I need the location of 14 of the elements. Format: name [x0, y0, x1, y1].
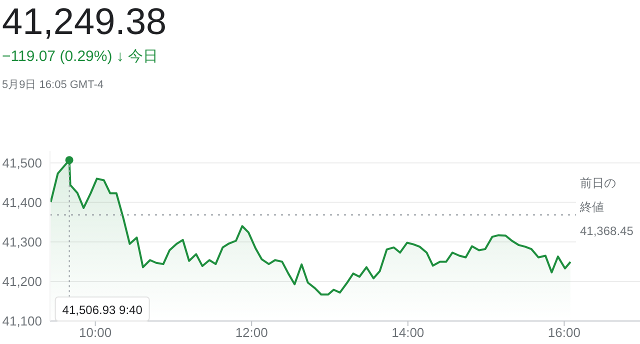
y-tick-label: 41,100 — [2, 314, 42, 329]
x-tick-label: 10:00 — [79, 325, 112, 340]
chart-subtitle: −119.07 (0.29%) ↓ 今日 — [2, 47, 158, 67]
x-tick-label: 12:00 — [235, 325, 268, 340]
x-tick-label: 16:00 — [548, 325, 580, 340]
y-tick-label: 41,300 — [2, 234, 42, 250]
y-tick-label: 41,400 — [2, 195, 42, 210]
y-tick-label: 41,200 — [2, 274, 42, 290]
ref-line-label: 前日の終値 41,368.45 — [579, 176, 634, 238]
text: 5月9日 16:05 GMT-4 — [2, 78, 104, 92]
chart-title: 41,249.38 — [2, 0, 167, 44]
x-tick-label: 14:00 — [392, 325, 424, 340]
annotation: 41,506.93 9:40 — [62, 303, 143, 317]
y-tick-label: 41,500 — [2, 155, 42, 170]
